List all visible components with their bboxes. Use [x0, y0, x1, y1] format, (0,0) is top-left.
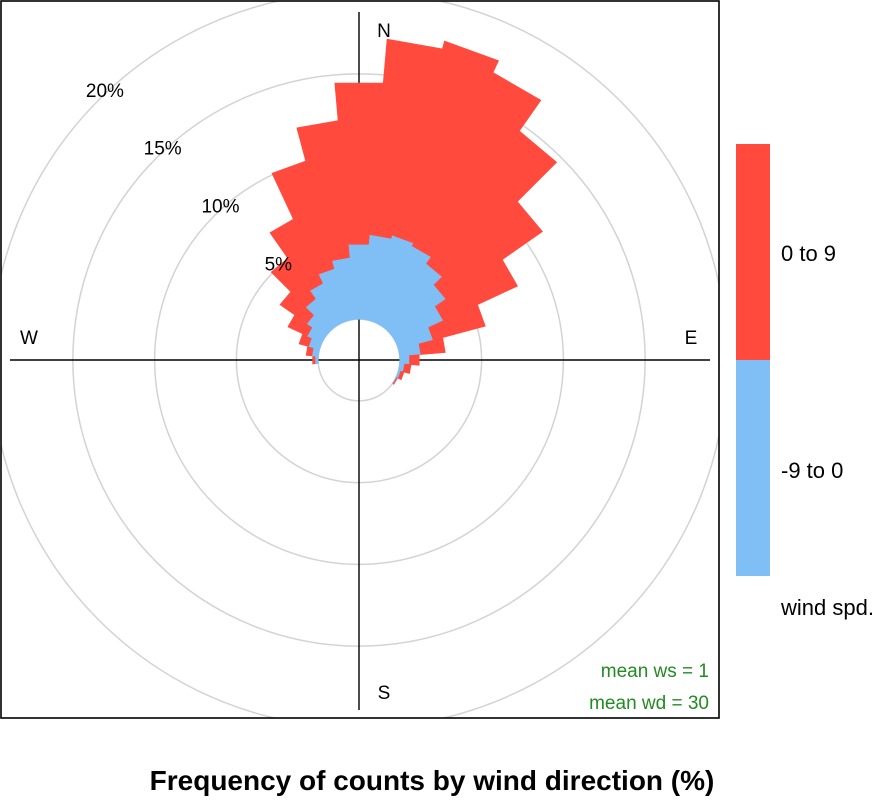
wind-bar-high-speed — [392, 377, 398, 385]
wind-bar-high-speed — [411, 72, 542, 258]
radial-tick-labels: 5% 10% 15% 20% — [86, 81, 292, 275]
compass-label-north: N — [377, 21, 391, 42]
wind-bar-high-speed — [433, 201, 543, 300]
wind-bar-low-speed — [314, 355, 319, 365]
wind-bar-high-speed — [392, 40, 499, 244]
wind-bar-high-speed — [426, 130, 558, 278]
wind-bar-high-speed — [409, 354, 420, 366]
wind-rose-bars — [269, 38, 558, 385]
plot-panel: 5% 10% 15% 20% N E S W mean ws = 1 mean wd … — [1, 1, 719, 718]
legend-swatch-low-speed — [736, 360, 770, 576]
mean-wind-speed-label: mean ws = 1 — [601, 661, 709, 682]
legend-label-high-speed: 0 to 9 — [781, 241, 836, 266]
compass-label-south: S — [378, 683, 391, 704]
radial-tick-label: 15% — [144, 139, 182, 160]
wind-bar-high-speed — [418, 337, 446, 355]
plot-frame — [0, 0, 720, 719]
legend-label-low-speed: -9 to 0 — [781, 458, 843, 483]
mean-wind-direction-label: mean wd = 30 — [589, 693, 709, 714]
wind-bar-high-speed — [312, 355, 316, 365]
compass-label-west: W — [20, 328, 38, 349]
wind-bar-high-speed — [428, 304, 486, 341]
wind-bar-low-speed — [399, 355, 410, 365]
legend-title: wind spd. — [780, 595, 874, 620]
wind-bar-high-speed — [397, 370, 405, 381]
legend-swatch-high-speed — [736, 144, 770, 360]
wind-bar-high-speed — [402, 363, 412, 374]
radial-tick-label: 10% — [201, 197, 239, 218]
legend: 0 to 9 -9 to 0 wind spd. — [736, 144, 874, 620]
chart-title: Frequency of counts by wind direction (%… — [150, 765, 715, 796]
compass-label-east: E — [685, 328, 698, 349]
wind-bar-high-speed — [434, 259, 518, 321]
radial-tick-label: 20% — [86, 81, 124, 102]
radial-tick-label: 5% — [265, 254, 293, 275]
